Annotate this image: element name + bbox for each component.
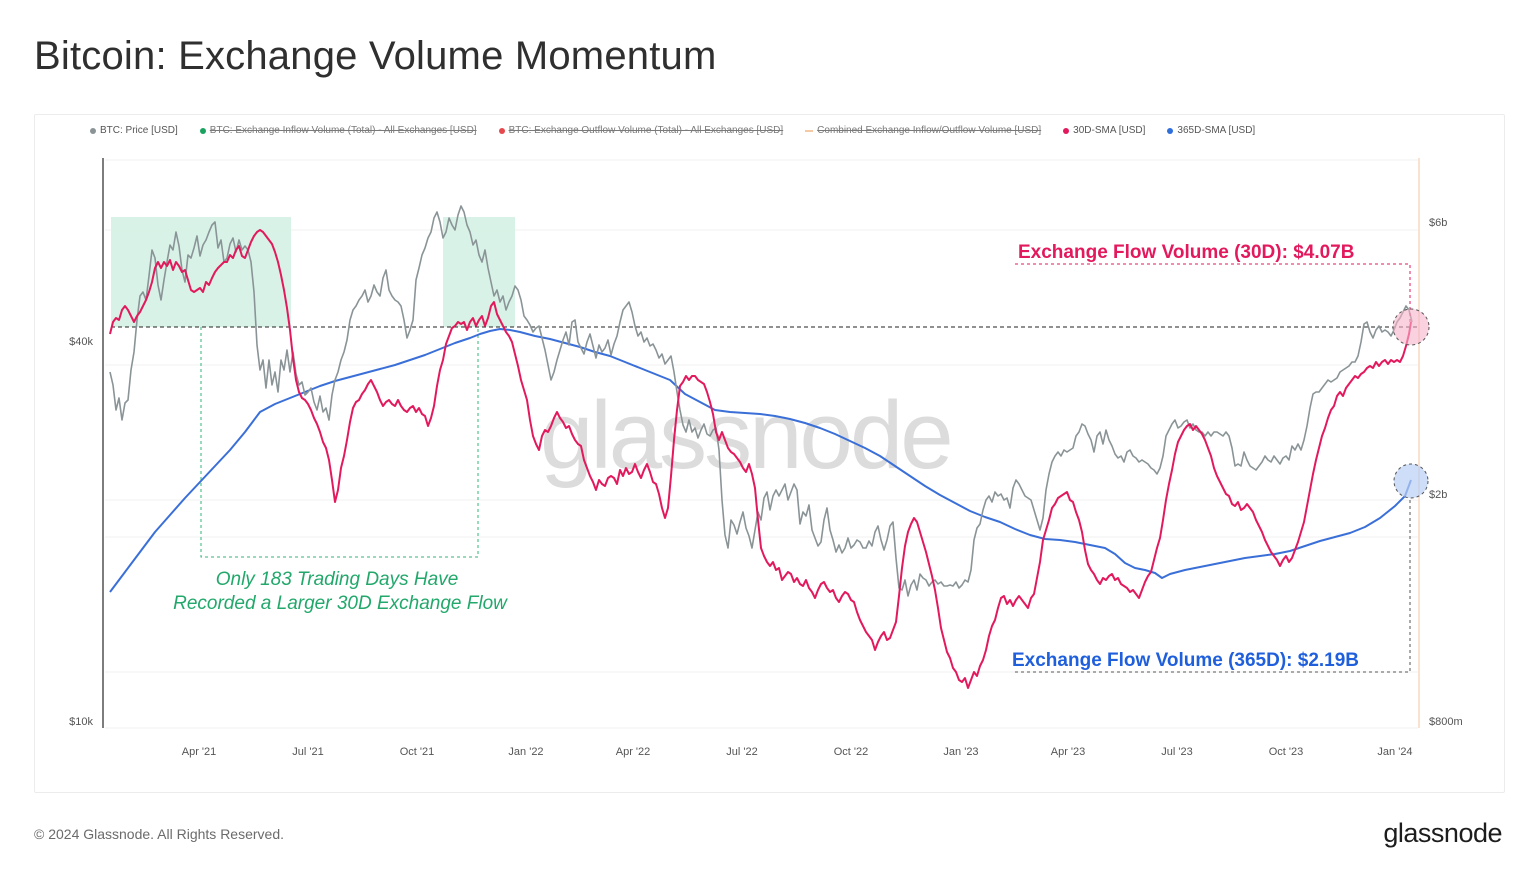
legend-dot-icon <box>498 127 505 134</box>
glassnode-logo[interactable]: glassnode <box>1383 818 1502 848</box>
series-30d-sma <box>109 229 1412 689</box>
legend-label: BTC: Exchange Inflow Volume (Total) - Al… <box>209 125 477 136</box>
sma30-annotation: Exchange Flow Volume (30D): $4.07B <box>1018 242 1354 263</box>
legend-dot-icon <box>1167 127 1174 134</box>
page-title: Bitcoin: Exchange Volume Momentum <box>34 34 717 78</box>
sma365-current-marker <box>1393 463 1429 499</box>
sma365-annotation-leader <box>1015 498 1411 673</box>
x-tick: Jul '23 <box>1161 746 1192 758</box>
left-axis-tick-10k: $10k <box>69 716 93 728</box>
right-axis-tick-6b: $6b <box>1429 217 1447 229</box>
legend-dot-icon <box>199 127 206 134</box>
legend-item-btc-price[interactable]: BTC: Price [USD] <box>90 125 178 136</box>
legend-dot-icon <box>1063 127 1070 134</box>
legend-dot-icon <box>90 127 96 134</box>
trading-days-note-line2: Recorded a Larger 30D Exchange Flow <box>173 593 508 614</box>
gridlines <box>105 159 1418 729</box>
left-axis-tick-40k: $40k <box>69 336 93 348</box>
chart-legend: BTC: Price [USD] BTC: Exchange Inflow Vo… <box>90 125 1255 136</box>
legend-dash-icon <box>805 129 814 132</box>
legend-label: 30D-SMA [USD] <box>1073 125 1146 136</box>
x-tick: Jul '21 <box>292 746 323 758</box>
copyright-text: © 2024 Glassnode. All Rights Reserved. <box>34 826 285 842</box>
series-365d-sma <box>109 328 1412 593</box>
sma365-annotation: Exchange Flow Volume (365D): $2.19B <box>1012 650 1359 671</box>
x-tick: Oct '21 <box>400 746 435 758</box>
legend-label: BTC: Exchange Outflow Volume (Total) - A… <box>508 125 784 136</box>
right-axis-tick-2b: $2b <box>1429 489 1447 501</box>
legend-item-30d-sma[interactable]: 30D-SMA [USD] <box>1063 125 1145 136</box>
sma30-annotation-leader <box>1015 263 1411 327</box>
x-tick: Jan '22 <box>508 746 543 758</box>
highlight-region-2021-q4 <box>443 217 515 327</box>
sma30-current-marker <box>1392 308 1430 346</box>
x-tick: Oct '22 <box>834 746 869 758</box>
x-tick: Jan '23 <box>943 746 978 758</box>
watermark: glassnode <box>540 382 951 489</box>
legend-item-combined[interactable]: Combined Exchange Inflow/Outflow Volume … <box>805 125 1041 136</box>
trading-days-note-line1: Only 183 Trading Days Have <box>216 569 459 590</box>
x-axis: Apr '21 Jul '21 Oct '21 Jan '22 Apr '22 … <box>182 746 1413 758</box>
legend-item-365d-sma[interactable]: 365D-SMA [USD] <box>1167 125 1255 136</box>
x-tick: Apr '22 <box>616 746 651 758</box>
x-tick: Jan '24 <box>1377 746 1412 758</box>
legend-item-inflow[interactable]: BTC: Exchange Inflow Volume (Total) - Al… <box>199 125 477 136</box>
x-tick: Apr '21 <box>182 746 217 758</box>
legend-item-outflow[interactable]: BTC: Exchange Outflow Volume (Total) - A… <box>498 125 784 136</box>
x-tick: Apr '23 <box>1051 746 1086 758</box>
right-axis-tick-800m: $800m <box>1429 716 1463 728</box>
legend-label: Combined Exchange Inflow/Outflow Volume … <box>817 125 1042 136</box>
annotation-bracket <box>200 327 479 558</box>
legend-label: 365D-SMA [USD] <box>1177 125 1256 136</box>
legend-label: BTC: Price [USD] <box>100 125 178 136</box>
x-tick: Jul '22 <box>726 746 757 758</box>
x-tick: Oct '23 <box>1269 746 1304 758</box>
